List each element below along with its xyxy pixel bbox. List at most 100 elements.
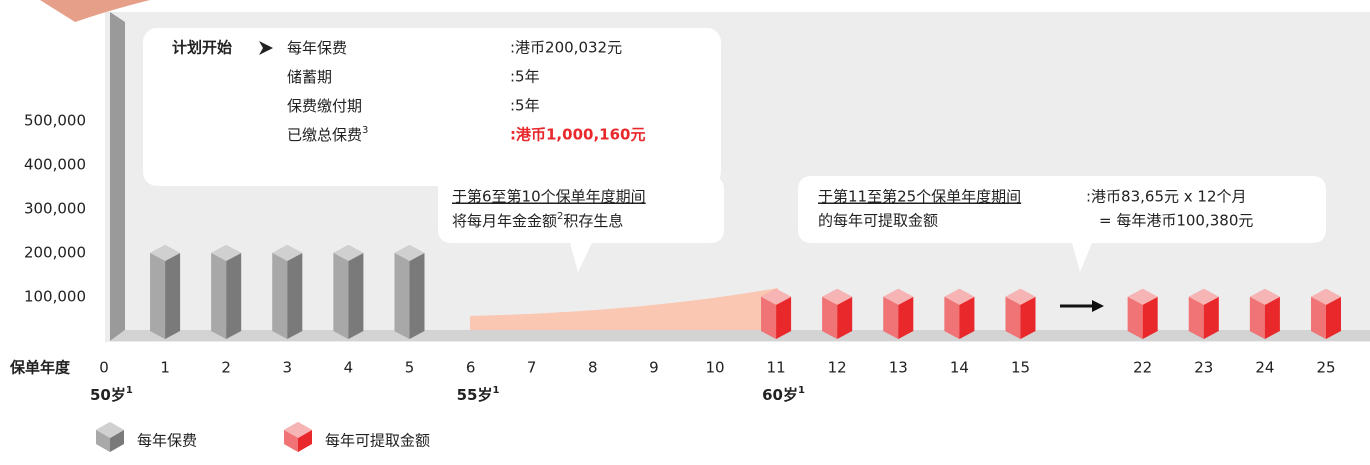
cube-left-shade: [394, 252, 410, 339]
x-tick-label: 2: [221, 359, 231, 377]
cube-right: [898, 296, 914, 339]
cube-left: [211, 252, 227, 339]
bar: [272, 244, 303, 339]
plan-label: 储蓄期: [287, 68, 332, 86]
cube-left-shade: [1127, 296, 1143, 339]
plan-value: :5年: [510, 97, 540, 115]
plan-label-text: 保费缴付期: [287, 97, 362, 115]
bar: [822, 288, 853, 339]
cube-top-shade: [1311, 288, 1341, 305]
bar: [1127, 288, 1158, 339]
footnote-mark: 2: [557, 211, 563, 222]
cube-top-shade: [761, 288, 792, 305]
cube-left-shade: [822, 296, 838, 339]
cube-left-shade: [211, 252, 227, 339]
bar: [211, 244, 242, 339]
bar: [944, 288, 975, 339]
y-tick-label: 200,000: [24, 244, 86, 262]
withdrawal-bubble: [798, 176, 1326, 272]
x-axis-label: 保单年度: [9, 359, 71, 377]
accumulation-bubble: [438, 176, 724, 272]
x-tick-label: 11: [767, 359, 786, 377]
x-tick-label: 6: [466, 359, 476, 377]
cube-right: [409, 252, 425, 339]
x-tick-label: 24: [1255, 359, 1274, 377]
legend-label: 每年保费: [137, 432, 197, 450]
cube-top-shade: [211, 244, 242, 261]
footnote-mark: 3: [362, 125, 368, 136]
y-tick-label: 100,000: [24, 288, 86, 306]
plan-value: :5年: [510, 68, 540, 86]
cube-left: [761, 296, 777, 339]
cube-right: [959, 296, 975, 339]
plan-label: 保费缴付期: [287, 97, 362, 115]
legend-swatch: [284, 422, 312, 452]
cube-right: [110, 430, 124, 452]
x-tick-label: 7: [527, 359, 537, 377]
cube-left: [1249, 296, 1265, 339]
cube-left-shade: [1311, 296, 1326, 339]
x-tick-label: 1: [160, 359, 170, 377]
cube-left: [1127, 296, 1143, 339]
bar: [394, 244, 425, 339]
corner-decoration: [40, 0, 150, 22]
cube-top-shade: [1249, 288, 1280, 305]
x-tick-label: 8: [588, 359, 598, 377]
cube-left-shade: [150, 252, 166, 339]
cube-left: [150, 252, 166, 339]
cube-left-shade: [883, 296, 899, 339]
bar: [883, 288, 914, 339]
cube-left: [284, 430, 298, 452]
bar: [1311, 288, 1341, 339]
cube-top-shade: [284, 422, 312, 438]
y-tick-label: 400,000: [24, 156, 86, 174]
cube-right: [165, 252, 181, 339]
cube-left: [1188, 296, 1204, 339]
cube-left-shade: [284, 430, 298, 452]
accumulation-text: 将每月年金金额: [452, 212, 557, 230]
bar: [761, 288, 792, 339]
cube-top-shade: [883, 288, 914, 305]
accumulation-line1: 于第6至第10个保单年度期间: [452, 188, 646, 206]
cube-right: [1264, 296, 1280, 339]
bar: [1005, 288, 1036, 339]
cube-left: [944, 296, 960, 339]
age-label: 55岁1: [457, 385, 500, 404]
cube-right: [1142, 296, 1158, 339]
cube-left: [333, 252, 349, 339]
cube-left-shade: [944, 296, 960, 339]
cube-left: [272, 252, 288, 339]
footnote-mark: 1: [492, 385, 499, 396]
x-tick-label: 5: [405, 359, 415, 377]
age-text: 50岁: [90, 386, 126, 404]
legend-label: 每年可提取金额: [325, 432, 430, 450]
x-tick-label: 4: [344, 359, 354, 377]
cube-left: [883, 296, 899, 339]
plan-heading: 计划开始: [172, 39, 232, 57]
cube-left-shade: [1249, 296, 1265, 339]
cube-top-shade: [1188, 288, 1219, 305]
withdrawal-line2: 的每年可提取金额: [818, 212, 938, 230]
age-text: 55岁: [457, 386, 493, 404]
y-tick-label: 500,000: [24, 112, 86, 130]
bar: [1188, 288, 1219, 339]
cube-top-shade: [333, 244, 364, 261]
withdrawal-line1: 于第11至第25个保单年度期间: [818, 188, 1021, 206]
x-tick-label: 25: [1316, 359, 1335, 377]
plan-value: :港币200,032元: [510, 39, 622, 57]
bar: [333, 244, 364, 339]
cube-top-shade: [96, 422, 124, 438]
cube-left-shade: [96, 430, 110, 452]
cube-right: [1020, 296, 1036, 339]
cube-left: [394, 252, 410, 339]
cube-right: [348, 252, 364, 339]
x-tick-label: 10: [705, 359, 724, 377]
y-tick-label: 300,000: [24, 200, 86, 218]
plan-box: [143, 28, 721, 186]
accumulation-text: 积存生息: [563, 212, 623, 230]
plan-label: 已缴总保费3: [287, 125, 368, 144]
age-label: 60岁1: [762, 385, 805, 404]
cube-top-shade: [822, 288, 853, 305]
cube-left-shade: [1188, 296, 1204, 339]
